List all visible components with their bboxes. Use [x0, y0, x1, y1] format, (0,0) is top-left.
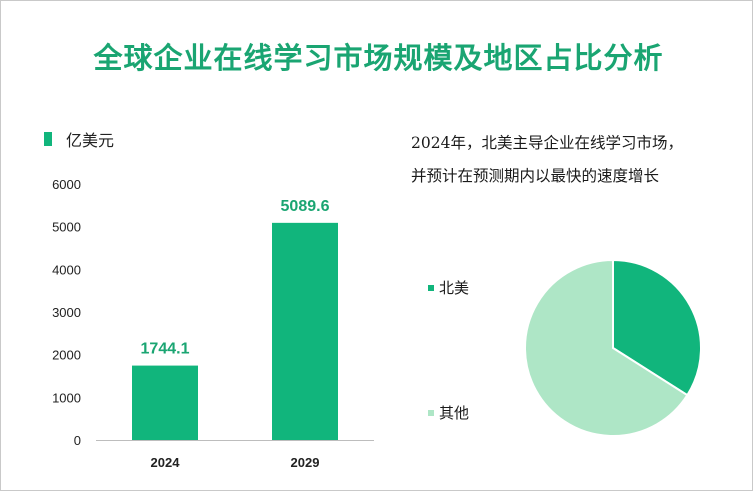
y-tick-label: 0 [74, 433, 81, 448]
bar [272, 222, 338, 440]
note-line-2: 并预计在预测期内以最快的速度增长 [411, 167, 660, 185]
pie-legend-other-swatch [428, 409, 434, 416]
y-tick-label: 3000 [52, 305, 81, 320]
y-tick-label: 2000 [52, 348, 81, 363]
bar-data-label: 1744.1 [141, 341, 190, 358]
pie-legend-other: 其他 [428, 402, 469, 423]
pie-legend-other-label: 其他 [439, 404, 470, 422]
y-tick-label: 6000 [52, 177, 81, 192]
y-tick-label: 5000 [52, 220, 81, 235]
y-tick-label: 4000 [52, 262, 81, 277]
bar-data-label: 5089.6 [281, 198, 330, 215]
y-tick-label: 1000 [52, 390, 81, 405]
note-line-1: 2024年，北美主导企业在线学习市场， [411, 134, 683, 152]
page-title: 全球企业在线学习市场规模及地区占比分析 [93, 41, 664, 75]
pie-legend-na-label: 北美 [439, 279, 470, 297]
bar [132, 365, 198, 440]
x-tick-label: 2029 [291, 455, 320, 470]
chart-note: 2024年，北美主导企业在线学习市场， 并预计在预测期内以最快的速度增长 [411, 127, 741, 193]
bar-legend-swatch [44, 132, 52, 146]
pie-legend-na-swatch [428, 284, 434, 291]
bar-legend-label: 亿美元 [66, 131, 115, 150]
pie-legend-na: 北美 [428, 277, 469, 298]
pie-slice [524, 258, 689, 437]
x-tick-label: 2024 [151, 455, 181, 470]
bar-legend: 亿美元 [44, 127, 114, 151]
